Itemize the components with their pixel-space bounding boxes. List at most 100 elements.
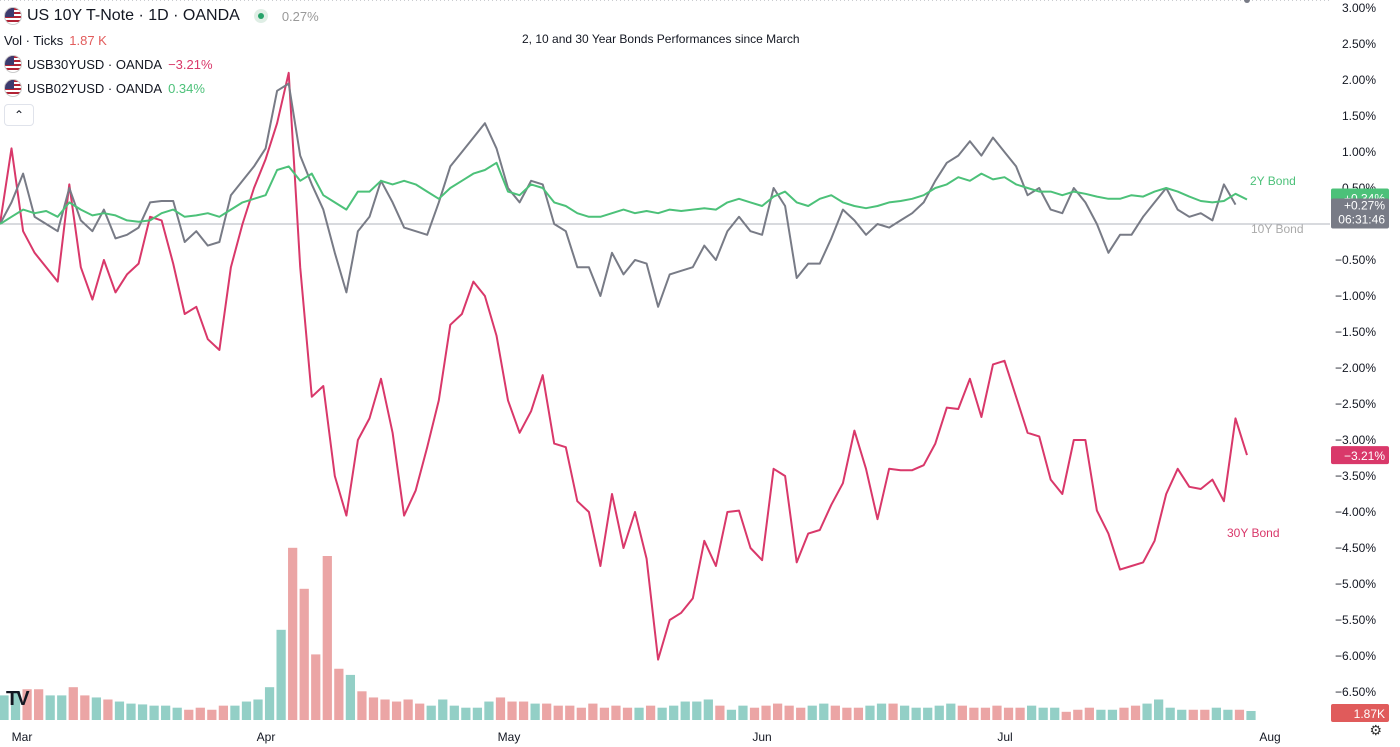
tag-30y: [1331, 446, 1389, 465]
compare-row-30y[interactable]: USB30YUSD · OANDA −3.21%: [4, 52, 319, 76]
volume-bar: [126, 703, 136, 720]
tag-10y: [1331, 198, 1389, 229]
volume-layer: [0, 547, 1256, 720]
compare-row-2y[interactable]: USB02YUSD · OANDA 0.34%: [4, 76, 319, 100]
collapse-legend-button[interactable]: ⌃: [4, 104, 34, 126]
volume-bar: [207, 709, 217, 720]
volume-bar: [1200, 709, 1210, 720]
volume-bar: [415, 703, 425, 720]
volume-bar: [772, 703, 783, 720]
volume-bar: [195, 707, 205, 720]
volume-bar: [68, 687, 78, 720]
volume-bar: [1119, 707, 1129, 720]
volume-bar: [218, 705, 228, 720]
volume-bar: [507, 701, 517, 720]
volume-bar: [518, 701, 529, 720]
volume-bar: [264, 687, 275, 720]
series-line-ten_year: [0, 82, 1237, 308]
volume-bar: [946, 703, 956, 720]
volume-row[interactable]: Vol · Ticks 1.87 K: [4, 28, 319, 52]
volume-bar: [137, 704, 148, 720]
volume-bar: [484, 701, 494, 720]
volume-bar: [230, 705, 240, 720]
tag-countdown-text: 06:31:46: [1338, 213, 1385, 227]
us-flag-icon: [4, 7, 22, 25]
y-tick-label: −3.00%: [1335, 433, 1376, 447]
volume-bar: [1142, 703, 1152, 720]
y-tick-label: −3.50%: [1335, 469, 1376, 483]
main-symbol-row[interactable]: US 10Y T-Note · 1D · OANDA 0.27%: [4, 4, 319, 28]
main-symbol-title: US 10Y T-Note · 1D · OANDA: [27, 7, 240, 24]
volume-bar: [530, 703, 540, 720]
y-tick-label: −5.00%: [1335, 577, 1376, 591]
market-open-status-icon: [253, 9, 268, 23]
volume-bar: [311, 654, 321, 720]
volume-bar: [611, 705, 621, 720]
y-tick-label: −2.50%: [1335, 397, 1376, 411]
volume-bar: [980, 707, 991, 720]
volume-bar: [0, 695, 9, 720]
volume-bar: [726, 709, 737, 720]
volume-bar: [438, 699, 448, 720]
volume-bar: [1038, 707, 1048, 720]
settings-gear-icon[interactable]: ⚙: [1369, 722, 1382, 738]
volume-bar: [357, 691, 367, 720]
y-tick-label: 3.00%: [1342, 1, 1376, 15]
volume-bar: [57, 695, 67, 720]
volume-bar: [542, 703, 552, 720]
volume-bar: [969, 707, 979, 720]
volume-bar: [1107, 709, 1118, 720]
volume-bar: [1223, 709, 1233, 720]
chevron-up-icon: ⌃: [13, 108, 25, 122]
volume-bar: [114, 701, 125, 720]
chart-legend: US 10Y T-Note · 1D · OANDA 0.27% Vol · T…: [4, 4, 319, 126]
y-tick-label: −5.50%: [1335, 613, 1376, 627]
volume-bar: [738, 705, 748, 720]
volume-bar: [472, 707, 483, 720]
volume-bar: [1211, 707, 1221, 720]
volume-bar: [634, 707, 644, 720]
volume-bar: [288, 547, 298, 720]
volume-bar: [923, 707, 933, 720]
volume-bar: [276, 629, 286, 720]
volume-bar: [669, 705, 679, 720]
x-tick-label: Mar: [12, 730, 33, 744]
volume-bar: [576, 707, 586, 720]
volume-bar: [380, 699, 390, 720]
volume-bar: [876, 703, 887, 720]
volume-bar: [911, 707, 921, 720]
volume-bar: [853, 707, 864, 720]
volume-bar: [680, 701, 690, 720]
compare-symbol-2y: USB02YUSD · OANDA: [27, 80, 163, 96]
x-tick-label: Aug: [1259, 730, 1280, 744]
y-tick-label: 1.00%: [1342, 145, 1376, 159]
volume-bar: [622, 707, 633, 720]
volume-bar: [80, 695, 90, 720]
volume-bar: [253, 699, 263, 720]
volume-bar: [796, 707, 806, 720]
volume-bar: [1188, 709, 1198, 720]
label-10y-bond: 10Y Bond: [1251, 222, 1304, 236]
series-layer: [0, 0, 1250, 661]
volume-bar: [657, 707, 667, 720]
volume-bar: [1015, 707, 1025, 720]
volume-bar: [934, 705, 944, 720]
tag-10y-text: +0.27%: [1344, 199, 1385, 213]
volume-bar: [1003, 707, 1014, 720]
volume-bar: [426, 705, 436, 720]
volume-bar: [1246, 710, 1256, 720]
volume-bar: [842, 707, 852, 720]
volume-bar: [565, 705, 575, 720]
tradingview-logo[interactable]: TV: [6, 688, 30, 710]
volume-bar: [553, 705, 563, 720]
volume-bar: [807, 705, 817, 720]
volume-bar: [692, 701, 702, 720]
tag-volume: [1331, 704, 1389, 722]
main-symbol-change: 0.27%: [281, 8, 319, 24]
y-tick-label: −1.00%: [1335, 289, 1376, 303]
volume-bar: [899, 705, 910, 720]
volume-bar: [1234, 709, 1245, 720]
tag-30y-text: −3.21%: [1344, 449, 1385, 463]
volume-bar: [449, 705, 459, 720]
